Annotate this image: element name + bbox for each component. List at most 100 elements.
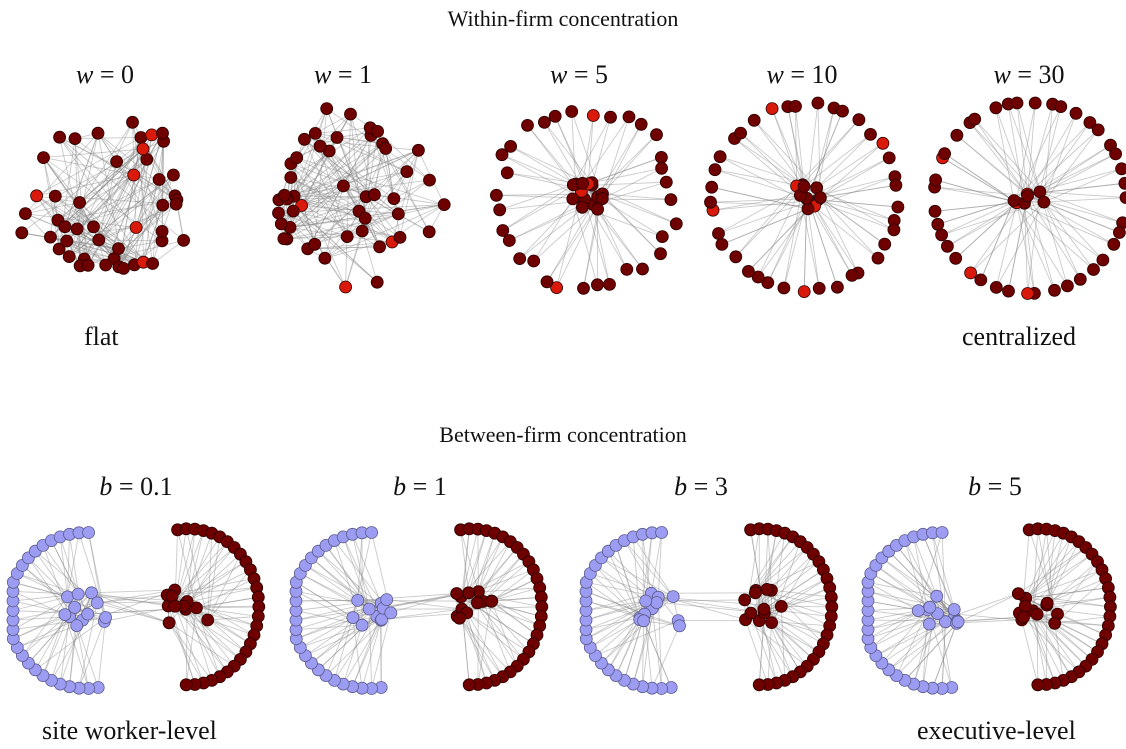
network-edge [581,115,594,186]
network-node [58,220,72,234]
network-node [166,168,180,182]
network-edge [352,617,363,689]
network-node [272,206,285,220]
network-edge [763,608,832,617]
network-edge [881,557,955,610]
network-edge [186,533,213,602]
network-edge [293,210,401,238]
network-node [777,281,791,295]
network-node [1087,263,1100,276]
network-edge [347,236,393,243]
network-node [1069,106,1083,120]
network-edge [501,154,574,186]
network-edge [1032,529,1047,611]
network-edge [721,208,809,245]
network-edge [59,536,68,597]
network-node [373,240,387,254]
network-edge [615,545,641,620]
network-edge [1018,593,1111,608]
network-node [1037,195,1051,209]
network-edge [283,143,383,240]
network-node [712,227,725,240]
network-edge [174,605,228,673]
network-node [655,230,669,244]
network-edge [491,578,538,602]
network-edge [502,185,583,231]
network-edge [970,201,1045,274]
network-edge [735,185,797,258]
network-edge [711,186,809,210]
network-w10 [704,96,905,299]
network-edge [25,202,80,215]
caption-centralized: centralized [962,322,1077,351]
network-node [729,250,743,264]
network-edge [186,569,251,602]
network-edge [74,137,141,140]
network-edge [1016,102,1041,192]
network-edge [491,596,542,602]
network-node [1028,96,1042,110]
network-edge [324,179,430,259]
network-node [812,281,826,295]
network-node [286,204,300,218]
network-edge [295,599,387,611]
panel-label-b01: b = 0.1 [99,472,173,501]
network-edge [1024,605,1064,681]
network-edge [995,202,1018,288]
network-node [1048,616,1062,630]
network-edge [168,622,204,684]
network-node [636,262,649,276]
network-edge [343,149,419,187]
network-edge [466,612,530,653]
network-node [1021,287,1034,300]
network-node [513,252,527,266]
network-edge [289,196,367,228]
network-node [830,280,844,294]
network-node [1030,607,1044,621]
network-edge [763,608,828,636]
network-edge [293,143,383,197]
network-edge [466,533,496,614]
network-node [655,526,668,539]
network-edge [913,536,938,597]
network-edge [292,210,378,283]
network-edge [118,174,174,267]
network-edge [1016,102,1028,195]
network-node [358,211,372,225]
network-node [384,606,398,620]
network-edge [28,557,70,617]
network-edge [955,202,1017,259]
network-edge [383,593,457,609]
network-edge [184,547,235,605]
network-edge [753,120,805,187]
network-b5 [861,522,1117,695]
network-edge [587,115,594,184]
network-edge [54,195,120,268]
network-edge [64,133,99,227]
network-edge [745,619,769,685]
network-edge [941,532,946,622]
network-edge [461,608,496,681]
network-node [947,603,961,616]
network-node [68,132,82,145]
network-node [911,604,925,617]
network-node [931,217,945,231]
network-edge [608,550,652,594]
network-edge [342,536,370,610]
network-node [811,96,825,110]
network-edge [712,194,801,211]
network-edge [43,157,60,250]
network-edge [590,619,640,648]
network-edge [820,184,896,199]
network-node [355,618,369,632]
network-edge [167,605,241,660]
network-edge [456,593,534,645]
network-edge [482,553,524,602]
network-edge [324,204,445,259]
network-edge [1036,614,1039,685]
network-edge [278,179,430,201]
network-node [177,233,191,247]
network-edge [118,204,164,268]
network-node [639,594,653,608]
network-edge [787,106,804,185]
